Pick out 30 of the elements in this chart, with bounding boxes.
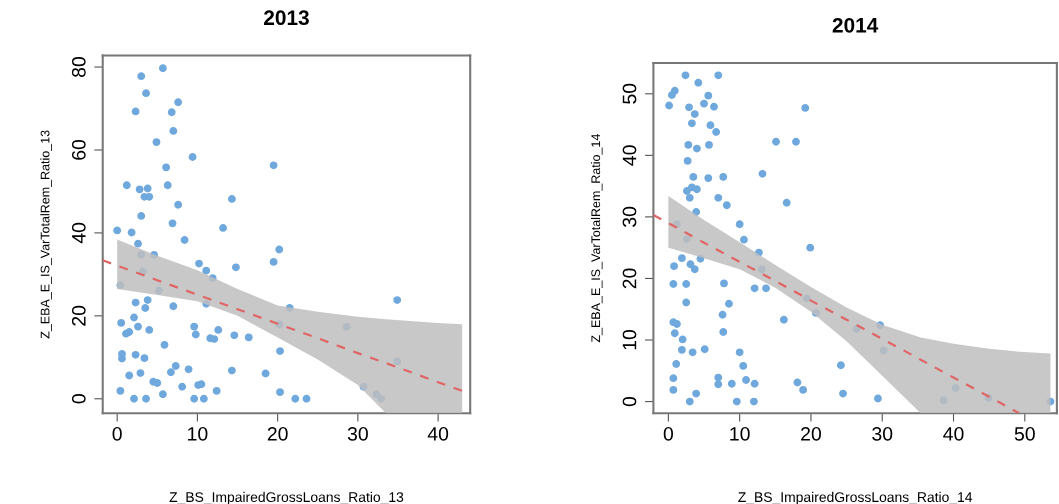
- y-tick-label: 0: [622, 396, 637, 407]
- x-tick-label: 40: [943, 426, 964, 441]
- x-tick-label: 20: [801, 426, 821, 441]
- y-tick-label: 20: [622, 268, 637, 289]
- x-tick-label: 0: [663, 426, 674, 441]
- x-tick-label: 50: [1014, 426, 1035, 441]
- y-tick-label: 50: [622, 83, 637, 104]
- y-tick-label: 80: [71, 57, 86, 78]
- y-tick-label: 30: [622, 206, 637, 227]
- x-tick-label: 40: [427, 426, 449, 441]
- x-tick-label: 30: [872, 426, 893, 441]
- x-axis-title: Z_BS_ImpairedGrossLoans_Ratio_13: [169, 491, 404, 504]
- x-tick-label: 0: [112, 426, 122, 441]
- y-tick-label: 20: [71, 305, 86, 326]
- line-series: [653, 213, 1021, 414]
- y-axis-title: Z_EBA_E_IS_VarTotalRem_Ratio_13: [40, 130, 52, 339]
- y-tick-label: 60: [71, 139, 86, 160]
- line-series: [102, 259, 464, 392]
- chart-title: 2013: [264, 10, 309, 26]
- x-tick-label: 10: [730, 426, 750, 441]
- y-tick-label: 40: [622, 145, 637, 166]
- y-tick-label: 40: [71, 222, 86, 244]
- x-tick-label: 30: [347, 426, 368, 441]
- y-axis-title: Z_EBA_E_IS_VarTotalRem_Ratio_14: [590, 134, 603, 343]
- x-axis-title: Z_BS_ImpairedGrossLoans_Ratio_14: [738, 491, 973, 504]
- x-tick-label: 10: [188, 426, 208, 441]
- x-tick-label: 20: [267, 426, 288, 441]
- y-tick-label: 0: [71, 394, 86, 404]
- chart-title: 2014: [832, 17, 879, 33]
- y-tick-label: 10: [622, 329, 637, 350]
